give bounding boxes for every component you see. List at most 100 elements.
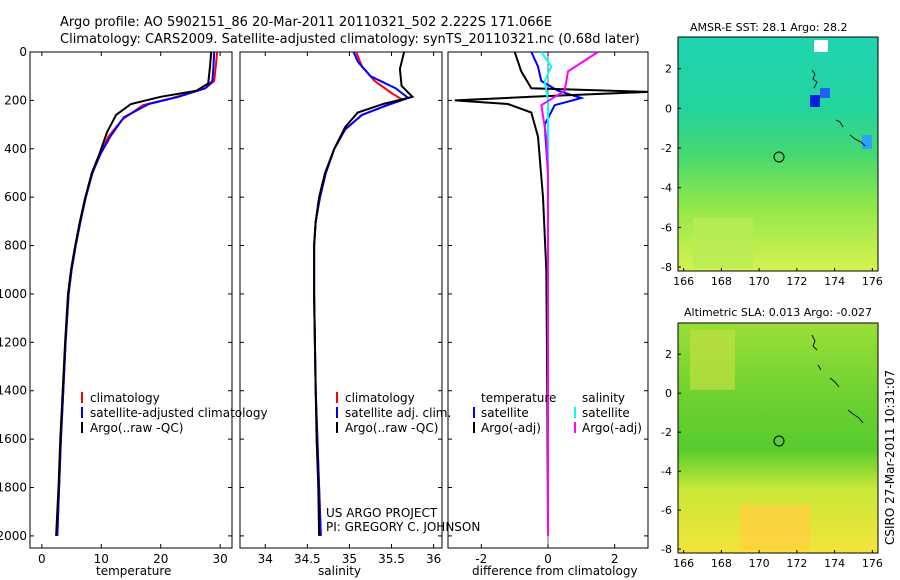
legend-heading-salinity: salinity [582, 391, 625, 405]
difference-legend: temperature satellite Argo(-adj) salinit… [473, 391, 642, 435]
series-line-satellite-adjusted-climatology [56, 51, 216, 536]
sla-map-title: Altimetric SLA: 0.013 Argo: -0.027 [684, 306, 872, 319]
project-pi: PI: GREGORY C. JOHNSON [326, 520, 480, 534]
figure-title-line1: Argo profile: AO 5902151_86 20-Mar-2011 … [60, 15, 552, 30]
legend-label-climatology: climatology [345, 391, 415, 405]
temperature-axes: 0 10 20 30 [30, 51, 232, 566]
sst-map-islands [811, 69, 866, 147]
legend-label-satellite: satellite-adjusted climatology [90, 406, 268, 420]
figure-title-line2: Climatology: CARS2009. Satellite-adjuste… [60, 32, 640, 47]
map-y-tick-label: -8 [661, 261, 672, 274]
x-tick-label: 0 [38, 552, 46, 566]
depth-tick-label: 0 [19, 45, 27, 59]
project-name: US ARGO PROJECT [326, 506, 438, 520]
depth-tick-label: 1400 [0, 384, 27, 398]
map-x-tick-label: 166 [673, 275, 694, 288]
map-y-tick-label: -2 [661, 142, 672, 155]
x-tick-label: 20 [153, 552, 168, 566]
legend-label-argo: Argo(..raw -QC) [345, 421, 438, 435]
depth-tick-label: 2000 [0, 529, 27, 543]
sst-map-gap [814, 40, 828, 52]
x-tick-label: 35 [342, 552, 357, 566]
sst-map-frame [677, 36, 879, 272]
map-y-tick-label: 2 [665, 63, 672, 76]
sst-map-anomaly-dark [810, 95, 820, 107]
salinity-legend: climatology satellite adj. clim. Argo(..… [336, 391, 451, 435]
depth-tick-label: 200 [4, 93, 27, 107]
map-x-tick-label: 170 [749, 275, 770, 288]
depth-tick-label: 1600 [0, 432, 27, 446]
depth-axis: 0 200 400 600 800 1000 1200 1400 1600 1800 2000 [0, 45, 27, 543]
sla-map-islands [811, 334, 864, 424]
x-tick-label: 30 [212, 552, 227, 566]
temperature-panel-frame [29, 51, 233, 549]
legend-heading-temperature: temperature [481, 391, 556, 405]
difference-lines [454, 51, 649, 536]
map-x-tick-label: 174 [824, 275, 845, 288]
series-line-argo-raw-qc- [55, 51, 213, 536]
map-x-tick-label: 174 [824, 557, 845, 570]
x-tick-label: 36 [426, 552, 441, 566]
legend-label-satellite: satellite adj. clim. [345, 406, 451, 420]
legend-label-climatology: climatology [90, 391, 160, 405]
map-x-tick-label: 168 [711, 557, 732, 570]
map-x-tick-label: 176 [862, 275, 883, 288]
legend-label-sal-argo: Argo(-adj) [582, 421, 642, 435]
sla-map-profile-marker [773, 435, 785, 447]
series-line-climatology [56, 51, 219, 536]
legend-label-temp-argo: Argo(-adj) [481, 421, 541, 435]
x-tick-label: 2 [611, 552, 619, 566]
map-y-tick-label: -4 [661, 182, 672, 195]
map-y-tick-label: -6 [661, 504, 672, 517]
map-y-tick-label: 0 [665, 387, 672, 400]
series-line-temperature-satellite [530, 51, 585, 536]
depth-tick-label: 1800 [0, 481, 27, 495]
x-tick-label: 10 [94, 552, 109, 566]
sst-map: 166 168 170 172 174 176 2 0 -2 -4 -6 -8 [661, 36, 883, 288]
legend-label-sal-satellite: satellite [582, 406, 630, 420]
sst-map-profile-marker [773, 151, 785, 163]
series-line-climatology [313, 51, 404, 536]
map-x-tick-label: 176 [862, 557, 883, 570]
temperature-lines [55, 51, 219, 536]
salinity-panel-frame [239, 51, 443, 549]
temperature-xlabel: temperature [96, 564, 171, 578]
sst-map-ticks: 166 168 170 172 174 176 2 0 -2 -4 -6 -8 [661, 63, 883, 288]
difference-xlabel: difference from climatology [472, 564, 638, 578]
depth-tick-label: 1000 [0, 287, 27, 301]
sla-map-ticks: 166 168 170 172 174 176 2 0 -2 -4 -6 -8 [661, 348, 883, 570]
sst-map-warm-patch [693, 218, 753, 268]
sst-map-anomaly [820, 88, 830, 98]
map-y-tick-label: -8 [661, 543, 672, 556]
series-line-temperature-argo-adj- [454, 51, 649, 536]
x-tick-label: 35.5 [378, 552, 405, 566]
sla-map-frame [677, 322, 879, 554]
sla-map-peak-patch [740, 505, 810, 550]
salinity-axes: 34 34.5 35 35.5 36 [240, 51, 442, 566]
sst-map-anomaly-edge [862, 135, 872, 149]
x-tick-label: 34 [258, 552, 273, 566]
map-x-tick-label: 166 [673, 557, 694, 570]
map-x-tick-label: 168 [711, 275, 732, 288]
depth-tick-label: 400 [4, 142, 27, 156]
salinity-lines [313, 51, 415, 536]
series-line-argo-raw-qc- [313, 51, 415, 536]
depth-tick-label: 1200 [0, 335, 27, 349]
salinity-xlabel: salinity [318, 564, 361, 578]
map-y-tick-label: 2 [665, 348, 672, 361]
series-line-salinity-argo-adj- [540, 51, 599, 536]
map-x-tick-label: 170 [749, 557, 770, 570]
x-tick-label: 34.5 [294, 552, 321, 566]
map-x-tick-label: 172 [786, 557, 807, 570]
legend-label-temp-satellite: satellite [481, 406, 529, 420]
map-y-tick-label: -4 [661, 465, 672, 478]
map-x-tick-label: 172 [786, 275, 807, 288]
sla-map: 166 168 170 172 174 176 2 0 -2 -4 -6 -8 [661, 322, 883, 570]
series-line-satellite-adj-clim- [313, 51, 411, 536]
sla-map-high-patch [690, 330, 735, 390]
legend-label-argo: Argo(..raw -QC) [90, 421, 183, 435]
temperature-legend: climatology satellite-adjusted climatolo… [81, 391, 268, 435]
x-tick-label: 0 [544, 552, 552, 566]
map-y-tick-label: -6 [661, 221, 672, 234]
